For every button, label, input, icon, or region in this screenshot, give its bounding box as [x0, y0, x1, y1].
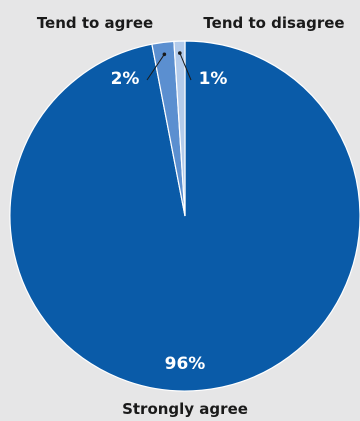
leader-line-tend-to-agree [146, 54, 165, 81]
pie-slices [9, 40, 360, 392]
category-label-tend-to-agree: Tend to agree [37, 14, 153, 32]
category-label-strongly-agree: Strongly agree [122, 400, 248, 418]
leader-line-tend-to-disagree [179, 52, 192, 81]
category-label-tend-to-disagree: Tend to disagree [203, 14, 344, 32]
leader-lines [146, 51, 192, 81]
pie-slice-tend-to-disagree [173, 40, 186, 217]
value-label-tend-to-disagree: 1% [199, 69, 228, 89]
value-label-strongly-agree: 96% [165, 354, 206, 374]
value-label-tend-to-agree: 2% [111, 69, 140, 89]
